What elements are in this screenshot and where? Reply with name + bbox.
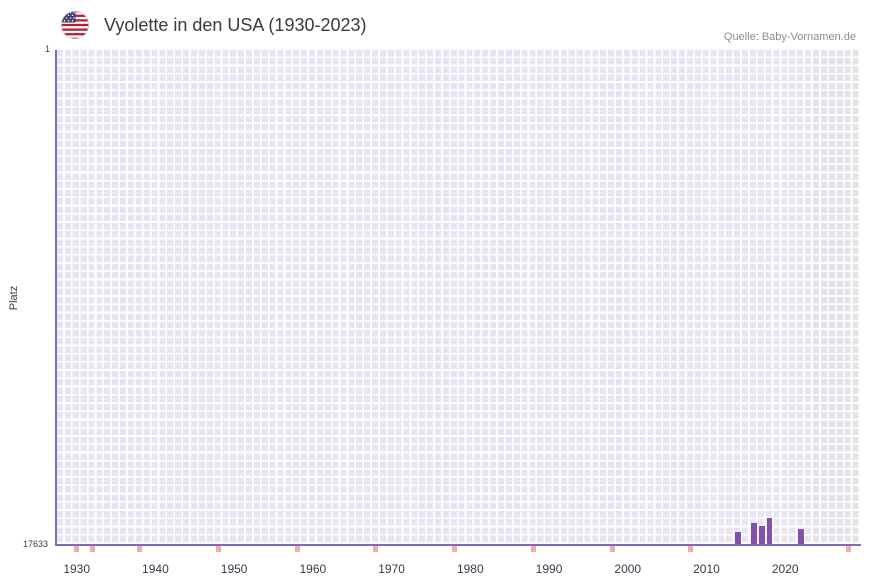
page-title: Vyolette in den USA (1930-2023) (104, 14, 367, 35)
no-data-marker-2028 (845, 546, 851, 552)
rank-bar-2014 (735, 531, 741, 544)
rank-bar-2018 (766, 517, 773, 544)
x-tick-label-2000: 2000 (614, 562, 642, 576)
no-data-marker-1978 (452, 546, 458, 552)
x-tick-label-1960: 1960 (299, 562, 327, 576)
rank-bar-2017 (758, 526, 765, 544)
x-axis-line (55, 544, 861, 546)
rank-bar-2016 (750, 523, 757, 544)
chart-header: Vyolette in den USA (1930-2023) (60, 10, 367, 40)
no-data-marker-2008 (688, 546, 694, 552)
plot-area (57, 50, 860, 544)
x-tick-label-1970: 1970 (378, 562, 405, 576)
no-data-marker-1948 (215, 546, 221, 552)
no-data-marker-1958 (294, 546, 300, 552)
no-data-marker-1968 (373, 546, 379, 552)
x-tick-label-1990: 1990 (535, 562, 563, 576)
no-data-marker-1930 (74, 546, 80, 552)
no-data-marker-1998 (609, 546, 615, 552)
y-axis-title: Platz (8, 285, 20, 311)
future-no-data-region (812, 50, 860, 544)
x-tick-label-1980: 1980 (456, 562, 484, 576)
x-tick-label-2020: 2020 (771, 562, 799, 576)
no-data-marker-1932 (89, 546, 95, 552)
no-data-marker-1938 (137, 546, 143, 552)
x-tick-label-1950: 1950 (220, 562, 248, 576)
us-flag-icon (60, 10, 90, 40)
y-axis-max-label: 1 (44, 44, 50, 54)
rank-bar-2022 (798, 529, 804, 544)
no-data-marker-1988 (530, 546, 536, 552)
y-axis-min-label: 17633 (22, 539, 48, 549)
x-tick-label-2010: 2010 (693, 562, 720, 576)
x-tick-label-1930: 1930 (63, 562, 91, 576)
bars-layer (57, 50, 860, 544)
y-axis-line (55, 50, 57, 546)
source-attribution: Quelle: Baby-Vornamen.de (723, 31, 856, 43)
x-tick-label-1940: 1940 (142, 562, 169, 576)
